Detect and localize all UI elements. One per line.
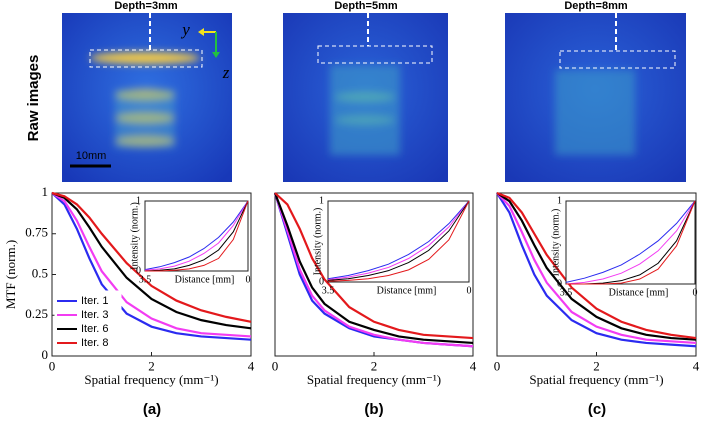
x-tick-label: 0 xyxy=(693,287,698,298)
x-tick-label: 4 xyxy=(470,359,477,374)
series-line xyxy=(565,200,696,283)
x-axis-label: Distance [mm] xyxy=(377,285,437,296)
y-tick-label: 0.75 xyxy=(25,225,48,240)
y-axis-label: Intensity (norm.) xyxy=(550,209,561,277)
series-line xyxy=(327,200,470,281)
y-tick-label: 1 xyxy=(136,195,141,206)
panel-label: (a) xyxy=(143,401,161,418)
x-axis-label: Distance [mm] xyxy=(609,287,669,298)
y-tick-label: 0.5 xyxy=(32,265,48,280)
panel-title: Depth=3mm xyxy=(114,0,177,12)
x-axis-label: Spatial frequency (mm⁻¹) xyxy=(529,372,663,387)
x-tick-label: 2 xyxy=(593,359,600,374)
y-tick-label: 0 xyxy=(42,347,49,362)
series-line xyxy=(496,192,697,345)
y-axis-label: Intensity (norm.) xyxy=(312,208,323,276)
x-tick-label: 0 xyxy=(49,359,56,374)
series-line xyxy=(273,192,474,348)
panel-label: (b) xyxy=(364,401,383,418)
x-tick-label: 0 xyxy=(246,274,251,285)
panel-title: Depth=5mm xyxy=(334,0,397,12)
x-tick-label: 2 xyxy=(371,359,378,374)
series-line xyxy=(496,192,697,348)
series-line xyxy=(327,200,470,282)
y-tick-label: 0 xyxy=(319,276,324,287)
x-tick-label: 4 xyxy=(248,359,255,374)
series-line xyxy=(51,191,252,330)
y-tick-label: 0 xyxy=(136,265,141,276)
series-line xyxy=(565,200,696,285)
x-tick-label: 4 xyxy=(693,359,700,374)
y-axis-label: MTF (norm.) xyxy=(3,240,18,309)
series-line xyxy=(144,200,249,272)
x-tick-label: 0 xyxy=(494,359,501,374)
series-line xyxy=(496,192,697,341)
legend-label: Iter. 8 xyxy=(81,337,109,349)
series-line xyxy=(274,192,474,340)
series-line xyxy=(273,192,474,345)
axis-label: z xyxy=(222,63,230,82)
series-line xyxy=(496,191,697,340)
plot-area xyxy=(327,200,470,283)
x-tick-label: 3.5 xyxy=(139,274,152,285)
series-line xyxy=(566,200,696,285)
x-axis-label: Spatial frequency (mm⁻¹) xyxy=(84,372,218,387)
x-axis-label: Distance [mm] xyxy=(175,274,235,285)
scale-bar-label: 10mm xyxy=(76,150,107,162)
y-axis-label: Intensity (norm.) xyxy=(129,202,140,270)
x-tick-label: 3.5 xyxy=(560,287,573,298)
y-tick-label: 1 xyxy=(557,195,562,206)
x-axis-label: Spatial frequency (mm⁻¹) xyxy=(307,372,441,387)
y-tick-label: 1 xyxy=(319,195,324,206)
series-line xyxy=(51,192,252,341)
series-line xyxy=(327,200,470,280)
legend-label: Iter. 3 xyxy=(81,309,109,321)
x-tick-label: 2 xyxy=(148,359,155,374)
plot-area xyxy=(565,200,696,285)
series-line xyxy=(51,191,252,323)
legend-label: Iter. 1 xyxy=(81,295,109,307)
series-line xyxy=(144,200,249,271)
axis-label: y xyxy=(180,20,190,39)
y-tick-label: 1 xyxy=(42,184,49,199)
raw-image xyxy=(505,13,686,182)
y-tick-label: 0.25 xyxy=(25,306,48,321)
panel-title: Depth=8mm xyxy=(564,0,627,12)
y-tick-label: 0 xyxy=(557,278,562,289)
raw-image xyxy=(62,13,232,182)
series-line xyxy=(51,192,252,338)
x-tick-label: 0 xyxy=(467,285,472,296)
plot-area xyxy=(144,200,249,272)
series-line xyxy=(144,200,249,271)
series-line xyxy=(145,200,249,272)
x-tick-label: 3.5 xyxy=(322,285,335,296)
raw-image xyxy=(283,13,448,182)
series-line xyxy=(327,200,470,281)
panel-label: (c) xyxy=(588,401,606,418)
row-label: Raw images xyxy=(25,55,42,142)
legend-label: Iter. 6 xyxy=(81,323,109,335)
x-tick-label: 0 xyxy=(272,359,279,374)
